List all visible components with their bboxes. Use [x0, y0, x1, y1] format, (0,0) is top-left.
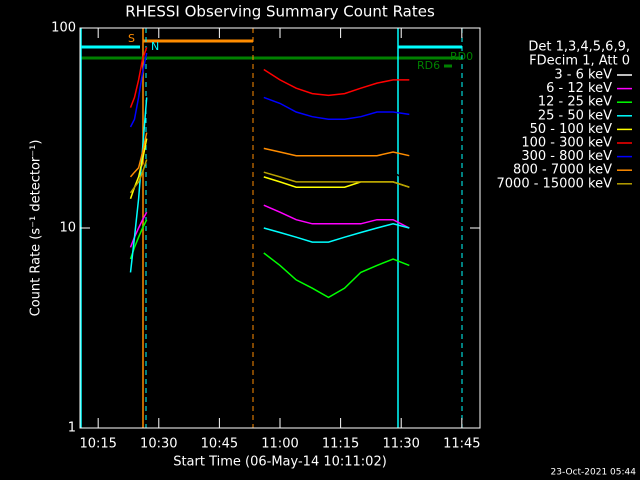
y-tick-label: 1: [68, 421, 76, 436]
y-axis-label: Count Rate (s⁻¹ detector⁻¹): [29, 140, 44, 317]
timestamp: 23-Oct-2021 05:44: [551, 468, 637, 478]
annotation: RD0: [450, 50, 473, 63]
legend-label: 50 - 100 keV: [530, 122, 613, 137]
legend-header: FDecim 1, Att 0: [529, 54, 630, 69]
annotation: S: [128, 32, 135, 45]
legend-label: 800 - 7000 keV: [513, 163, 612, 178]
legend-header: Det 1,3,4,5,6,9,: [528, 40, 630, 55]
x-tick-label: 11:45: [443, 437, 480, 452]
x-axis-label: Start Time (06-May-14 10:11:02): [173, 455, 387, 470]
series-line: [129, 47, 410, 108]
x-tick-label: 11:30: [382, 437, 419, 452]
x-tick-label: 10:15: [79, 437, 116, 452]
legend-label: 100 - 300 keV: [521, 136, 612, 151]
series-line: [129, 52, 410, 128]
series-line: [129, 159, 410, 194]
y-tick-label: 100: [51, 21, 76, 36]
legend-label: 7000 - 15000 keV: [497, 176, 613, 191]
legend-label: 300 - 800 keV: [521, 149, 612, 164]
series-line: [129, 204, 410, 248]
series-line: [129, 138, 410, 200]
x-tick-label: 11:15: [322, 437, 359, 452]
x-tick-label: 10:45: [201, 437, 238, 452]
series-line: [129, 132, 410, 178]
series-line: [129, 97, 410, 273]
x-tick-label: 11:00: [261, 437, 298, 452]
y-tick-label: 10: [59, 221, 76, 236]
x-tick-label: 10:30: [140, 437, 177, 452]
annotation: RD6: [417, 59, 440, 72]
series-line: [129, 159, 410, 194]
annotation: N: [151, 40, 159, 53]
chart-title: RHESSI Observing Summary Count Rates: [125, 3, 435, 21]
legend-label: 25 - 50 keV: [538, 108, 612, 123]
legend-label: 6 - 12 keV: [546, 81, 612, 96]
legend-label: 12 - 25 keV: [538, 95, 612, 110]
legend-label: 3 - 6 keV: [554, 68, 612, 83]
